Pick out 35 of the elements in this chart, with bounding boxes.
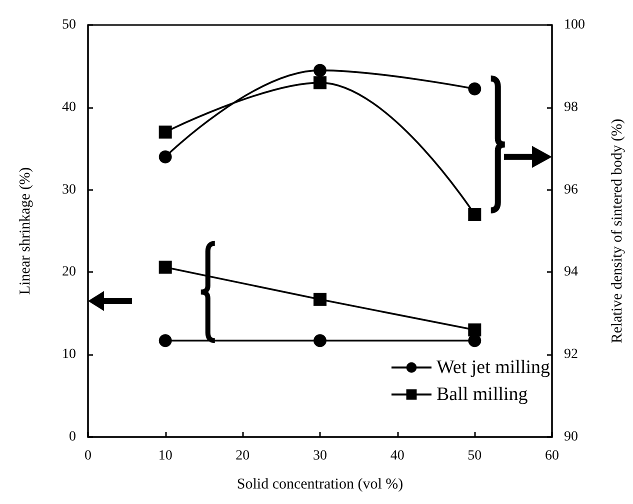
- y-tick-label: 10: [62, 347, 76, 362]
- y-tick-label: 20: [62, 264, 76, 280]
- point: [314, 64, 326, 77]
- x-tick-label: 60: [545, 448, 559, 464]
- y-axis-title: Linear shrinkage (%): [18, 167, 34, 295]
- y2-axis-title: Relative density of sintered body (%): [610, 118, 626, 344]
- point: [468, 208, 482, 222]
- x-tick-label: 40: [390, 448, 404, 464]
- y2-tick-label: 92: [564, 347, 578, 362]
- x-tick-label: 20: [236, 448, 250, 464]
- point: [158, 260, 172, 274]
- y2-tick-label: 96: [564, 182, 578, 198]
- y-tick-label: 50: [62, 18, 76, 32]
- point: [314, 292, 326, 306]
- x-tick-label: 10: [158, 448, 172, 464]
- y2-tick-label: 94: [564, 264, 578, 280]
- y-tick-label: 0: [69, 430, 76, 444]
- point: [314, 76, 326, 90]
- point: [158, 334, 172, 348]
- point: [158, 150, 172, 164]
- legend-label: Wet jet milling: [436, 357, 550, 378]
- point: [158, 126, 172, 139]
- legend-label: Ball milling: [436, 384, 528, 405]
- y-tick-label: 30: [62, 182, 76, 198]
- point: [468, 323, 482, 336]
- x-tick-label: 50: [468, 448, 482, 464]
- y2-tick-label: 98: [564, 100, 578, 115]
- y2-tick-label: 100: [564, 18, 585, 32]
- point: [468, 82, 482, 96]
- point: [314, 334, 326, 348]
- x-tick-label: 30: [313, 448, 327, 464]
- y-tick-label: 40: [62, 100, 76, 115]
- y2-tick-label: 90: [564, 430, 578, 444]
- x-axis-title: Solid concentration (vol %): [236, 476, 404, 492]
- x-tick-label: 0: [84, 448, 92, 464]
